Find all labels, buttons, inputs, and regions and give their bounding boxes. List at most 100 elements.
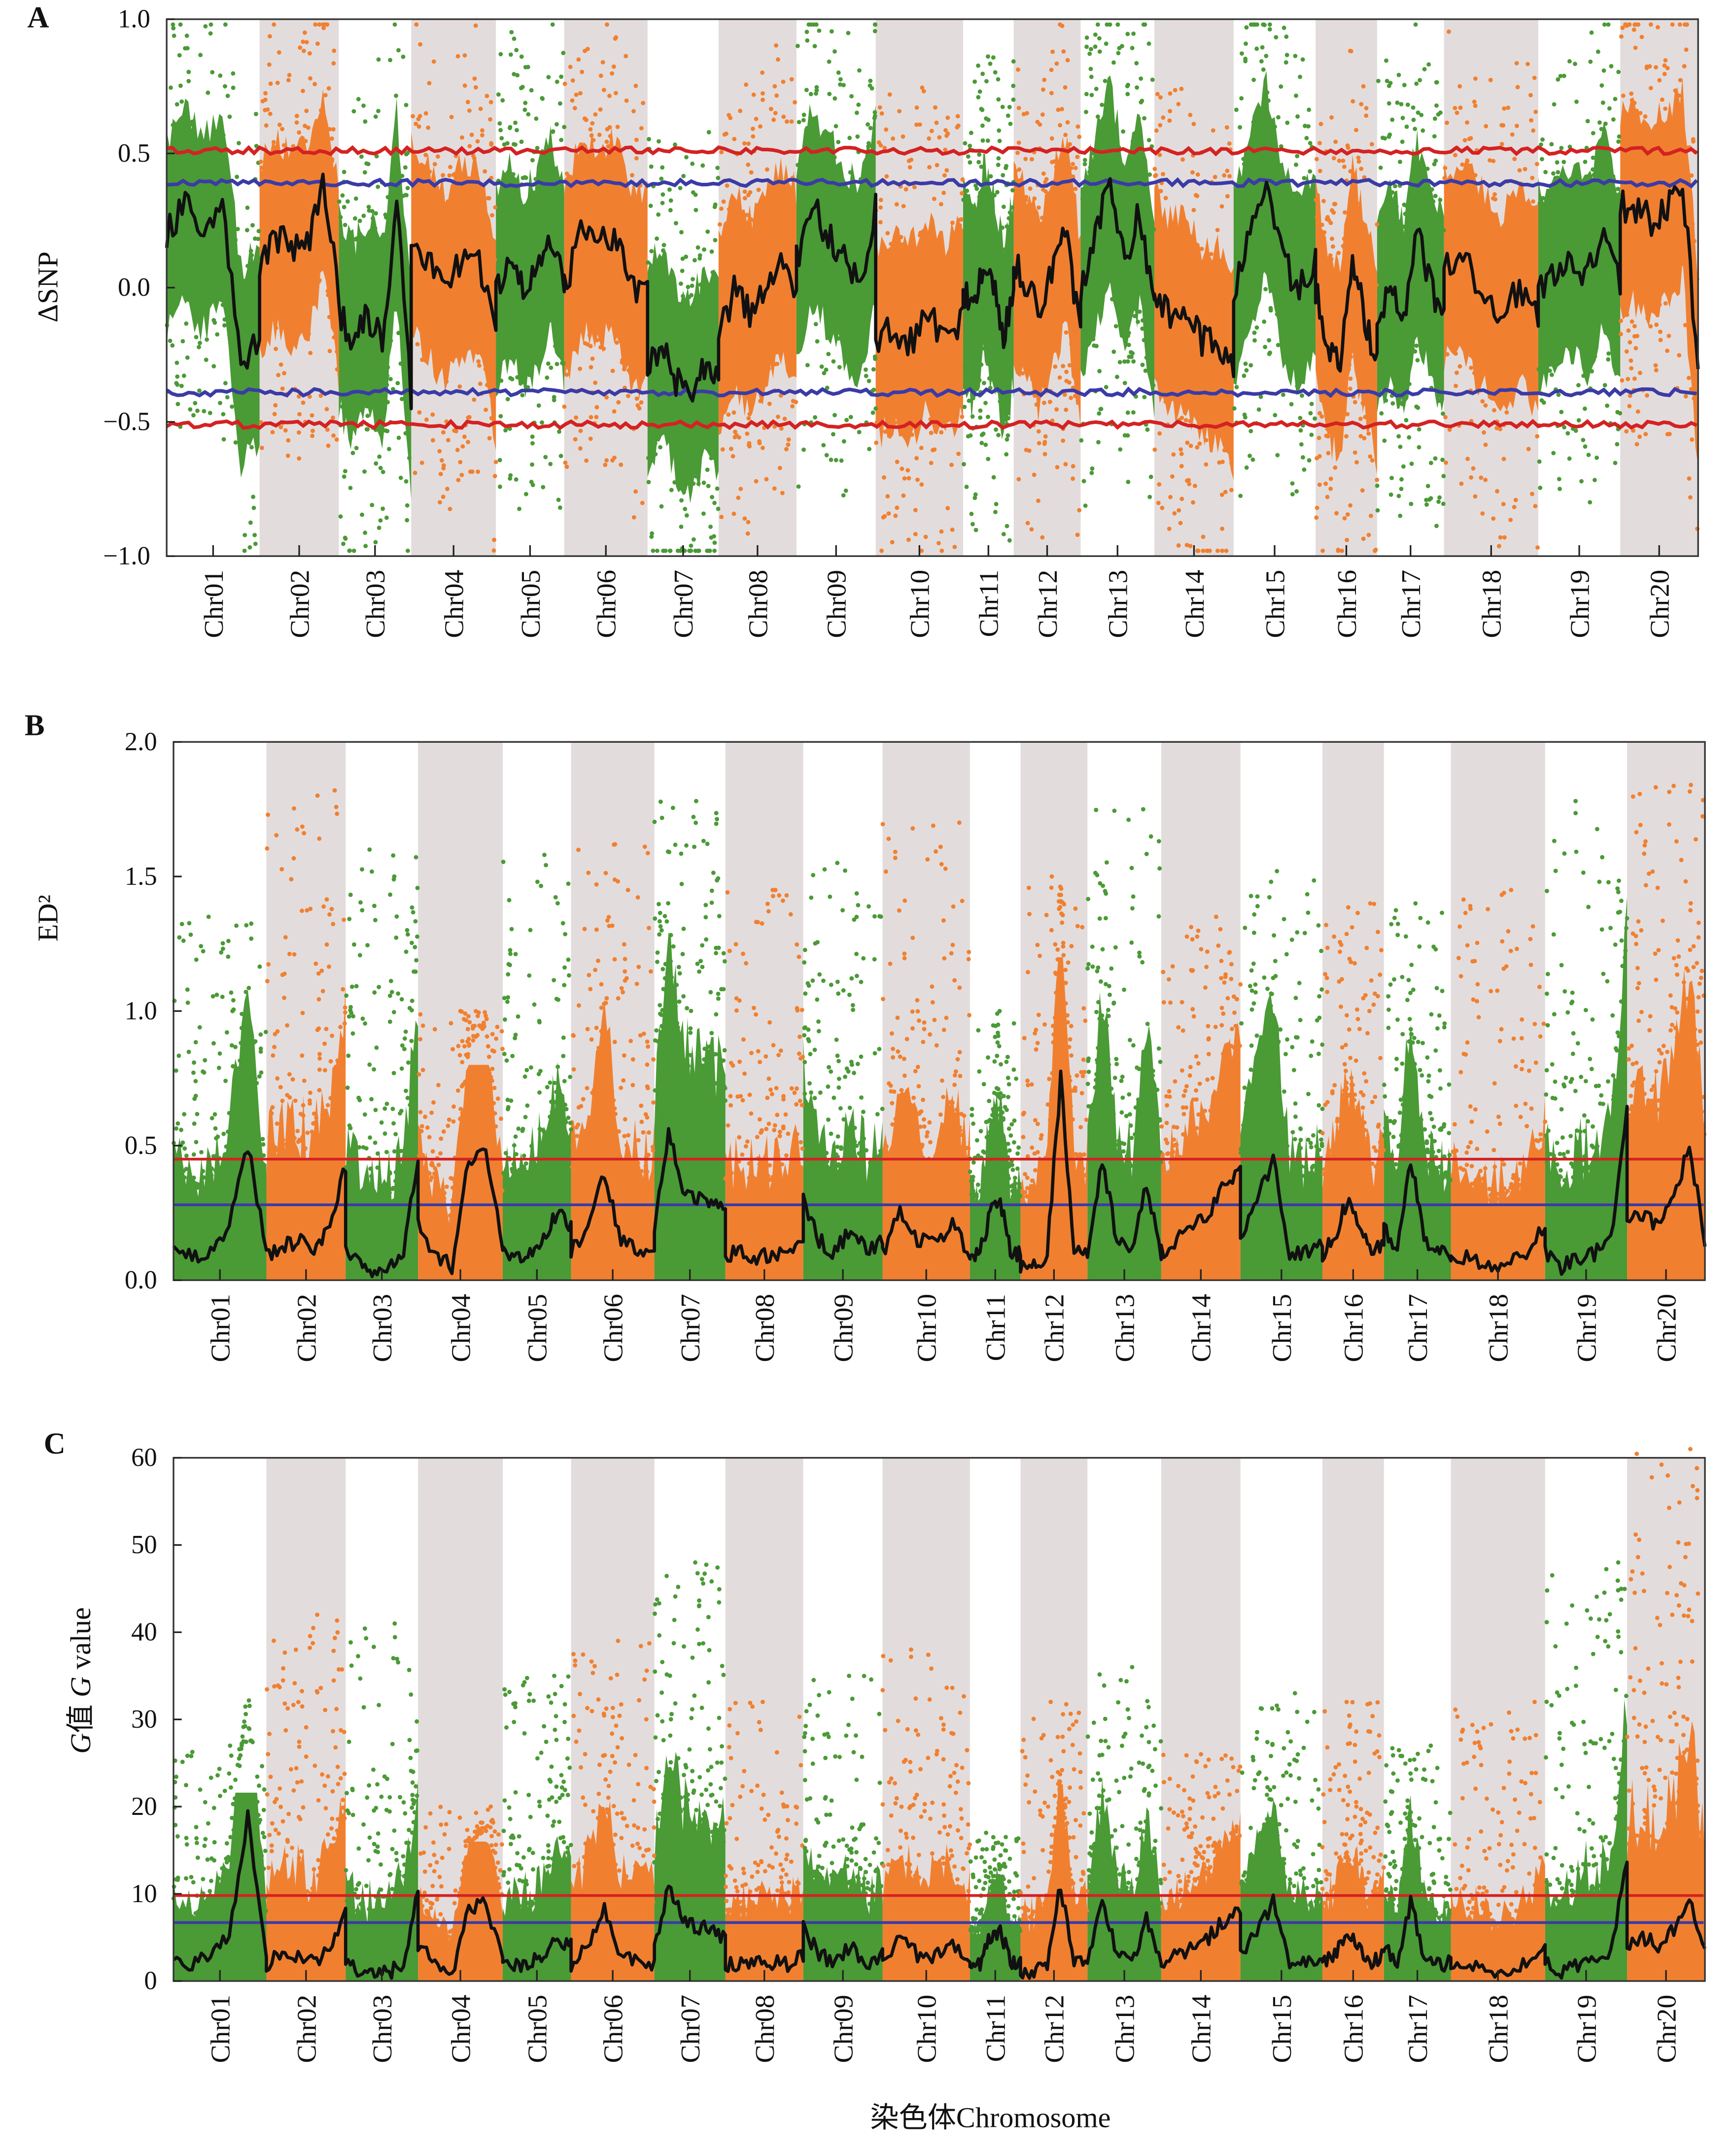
data-point (1364, 105, 1369, 110)
data-point (1383, 1126, 1388, 1131)
data-point (1457, 338, 1462, 343)
data-point (1627, 404, 1632, 409)
data-point (1219, 492, 1224, 497)
data-point (655, 950, 660, 955)
data-point (1416, 1040, 1421, 1044)
data-point (836, 70, 841, 75)
data-point (1532, 75, 1537, 80)
data-point (1655, 25, 1660, 30)
data-point (1180, 157, 1185, 162)
data-point (1551, 451, 1556, 455)
data-point (639, 374, 644, 379)
data-point (342, 170, 347, 174)
data-point (1685, 22, 1689, 27)
data-point (1180, 1105, 1185, 1110)
data-point (1344, 434, 1349, 439)
data-point (855, 134, 860, 139)
data-point (1336, 250, 1341, 255)
data-point (194, 1140, 199, 1145)
data-point (526, 365, 531, 370)
data-point (1402, 83, 1407, 87)
data-point (297, 412, 302, 417)
data-point (730, 200, 735, 205)
data-point (1354, 201, 1359, 206)
data-point (1372, 991, 1377, 996)
data-point (841, 988, 846, 993)
data-point (969, 1192, 974, 1197)
data-point (1309, 1053, 1314, 1058)
data-point (996, 77, 1001, 82)
data-point (1313, 416, 1317, 421)
data-point (186, 132, 191, 137)
data-point (492, 474, 497, 479)
data-point (724, 131, 729, 136)
data-point (1376, 994, 1380, 999)
data-point (707, 548, 712, 553)
dense-region-chr03 (339, 97, 412, 500)
data-point (646, 1044, 651, 1049)
data-point (937, 1139, 941, 1144)
data-point (1397, 1110, 1402, 1115)
data-point (513, 952, 518, 957)
data-point (698, 959, 703, 964)
data-point (1005, 224, 1009, 229)
data-point (1670, 22, 1675, 27)
data-point (838, 82, 843, 87)
data-point (689, 293, 694, 298)
data-point (1261, 67, 1266, 72)
data-point (925, 857, 930, 862)
data-point (1243, 59, 1248, 64)
data-point (751, 1006, 756, 1010)
data-point (416, 323, 421, 327)
data-point (1034, 402, 1039, 407)
data-point (467, 144, 472, 148)
data-point (798, 1140, 803, 1145)
data-point (514, 1152, 519, 1157)
data-point (423, 111, 428, 116)
data-point (1165, 1103, 1169, 1108)
data-point (604, 458, 609, 463)
data-point (1238, 982, 1243, 987)
data-point (320, 1112, 325, 1117)
data-point (175, 374, 180, 379)
data-point (1557, 477, 1562, 482)
data-point (938, 1112, 943, 1117)
data-point (475, 1013, 480, 1018)
data-point (1078, 1170, 1082, 1175)
data-point (794, 1139, 798, 1143)
data-point (1440, 457, 1445, 462)
data-point (1405, 103, 1410, 107)
data-point (1180, 496, 1184, 501)
data-point (1324, 975, 1329, 980)
data-point (1125, 32, 1130, 36)
data-point (1008, 1133, 1013, 1138)
data-point (280, 1138, 285, 1143)
data-point (483, 211, 488, 216)
data-point (1283, 1132, 1287, 1137)
data-point (1677, 93, 1682, 98)
data-point (837, 365, 842, 370)
data-point (223, 1078, 228, 1083)
data-point (244, 1004, 249, 1009)
dense-region-chr16 (1322, 1067, 1384, 1281)
data-point (1344, 1013, 1349, 1018)
data-point (1253, 982, 1258, 987)
data-point (536, 1072, 541, 1077)
data-point (1677, 353, 1682, 358)
data-point (585, 342, 590, 347)
data-point (1061, 940, 1066, 945)
data-point (1042, 1022, 1047, 1027)
data-point (272, 412, 277, 417)
data-point (1130, 139, 1135, 144)
data-point (948, 412, 953, 417)
data-point (588, 127, 593, 132)
data-point (651, 1148, 656, 1153)
data-point (210, 994, 215, 999)
data-point (1225, 996, 1230, 1001)
data-point (741, 1037, 746, 1042)
data-point (977, 89, 982, 94)
data-point (1403, 203, 1408, 208)
data-point (1529, 118, 1533, 123)
data-point (737, 1135, 742, 1140)
data-point (606, 1062, 611, 1067)
